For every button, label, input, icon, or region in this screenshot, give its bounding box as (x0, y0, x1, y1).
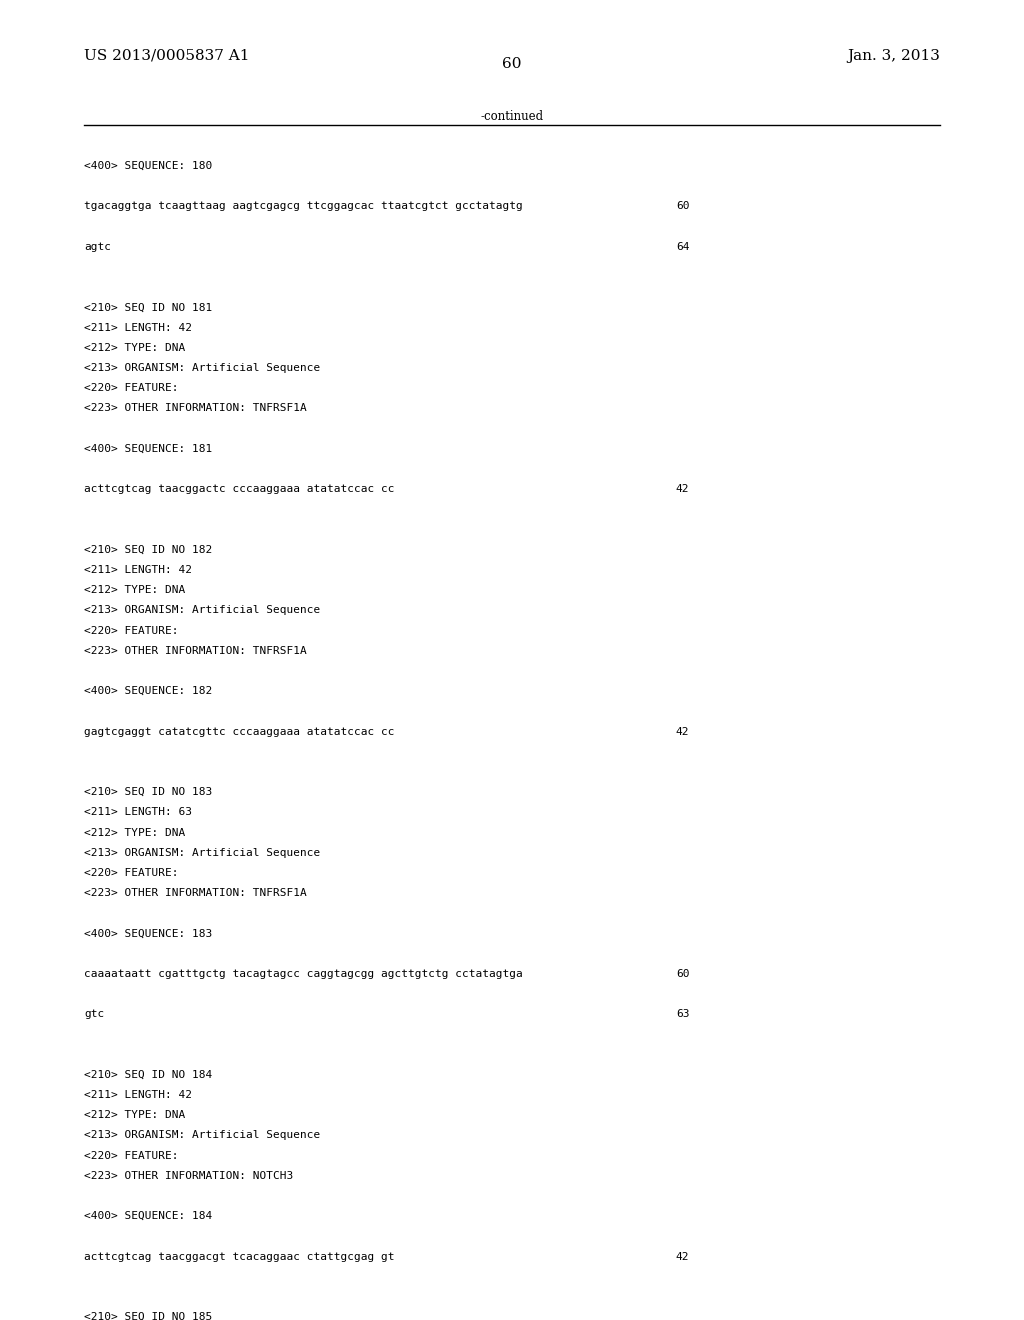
Text: <213> ORGANISM: Artificial Sequence: <213> ORGANISM: Artificial Sequence (84, 1130, 321, 1140)
Text: 42: 42 (676, 726, 689, 737)
Text: agtc: agtc (84, 242, 111, 252)
Text: -continued: -continued (480, 110, 544, 123)
Text: <400> SEQUENCE: 182: <400> SEQUENCE: 182 (84, 686, 212, 696)
Text: <223> OTHER INFORMATION: TNFRSF1A: <223> OTHER INFORMATION: TNFRSF1A (84, 645, 307, 656)
Text: <220> FEATURE:: <220> FEATURE: (84, 869, 178, 878)
Text: <220> FEATURE:: <220> FEATURE: (84, 383, 178, 393)
Text: <400> SEQUENCE: 184: <400> SEQUENCE: 184 (84, 1212, 212, 1221)
Text: 64: 64 (676, 242, 689, 252)
Text: <212> TYPE: DNA: <212> TYPE: DNA (84, 828, 185, 837)
Text: acttcgtcag taacggacgt tcacaggaac ctattgcgag gt: acttcgtcag taacggacgt tcacaggaac ctattgc… (84, 1251, 394, 1262)
Text: <213> ORGANISM: Artificial Sequence: <213> ORGANISM: Artificial Sequence (84, 363, 321, 374)
Text: <210> SEQ ID NO 183: <210> SEQ ID NO 183 (84, 787, 212, 797)
Text: tgacaggtga tcaagttaag aagtcgagcg ttcggagcac ttaatcgtct gcctatagtg: tgacaggtga tcaagttaag aagtcgagcg ttcggag… (84, 202, 522, 211)
Text: acttcgtcag taacggactc cccaaggaaa atatatccac cc: acttcgtcag taacggactc cccaaggaaa atatatc… (84, 484, 394, 494)
Text: 42: 42 (676, 484, 689, 494)
Text: <211> LENGTH: 63: <211> LENGTH: 63 (84, 808, 191, 817)
Text: 63: 63 (676, 1010, 689, 1019)
Text: <210> SEQ ID NO 182: <210> SEQ ID NO 182 (84, 545, 212, 554)
Text: <213> ORGANISM: Artificial Sequence: <213> ORGANISM: Artificial Sequence (84, 847, 321, 858)
Text: gagtcgaggt catatcgttc cccaaggaaa atatatccac cc: gagtcgaggt catatcgttc cccaaggaaa atatatc… (84, 726, 394, 737)
Text: US 2013/0005837 A1: US 2013/0005837 A1 (84, 49, 250, 63)
Text: 60: 60 (676, 202, 689, 211)
Text: 60: 60 (676, 969, 689, 979)
Text: <212> TYPE: DNA: <212> TYPE: DNA (84, 1110, 185, 1121)
Text: <400> SEQUENCE: 180: <400> SEQUENCE: 180 (84, 161, 212, 172)
Text: <220> FEATURE:: <220> FEATURE: (84, 626, 178, 635)
Text: <212> TYPE: DNA: <212> TYPE: DNA (84, 585, 185, 595)
Text: <210> SEQ ID NO 181: <210> SEQ ID NO 181 (84, 302, 212, 313)
Text: <211> LENGTH: 42: <211> LENGTH: 42 (84, 322, 191, 333)
Text: <400> SEQUENCE: 183: <400> SEQUENCE: 183 (84, 928, 212, 939)
Text: <213> ORGANISM: Artificial Sequence: <213> ORGANISM: Artificial Sequence (84, 606, 321, 615)
Text: <210> SEQ ID NO 184: <210> SEQ ID NO 184 (84, 1069, 212, 1080)
Text: <210> SEQ ID NO 185: <210> SEQ ID NO 185 (84, 1312, 212, 1320)
Text: <223> OTHER INFORMATION: TNFRSF1A: <223> OTHER INFORMATION: TNFRSF1A (84, 888, 307, 898)
Text: <212> TYPE: DNA: <212> TYPE: DNA (84, 343, 185, 352)
Text: 60: 60 (502, 57, 522, 71)
Text: <400> SEQUENCE: 181: <400> SEQUENCE: 181 (84, 444, 212, 454)
Text: <223> OTHER INFORMATION: TNFRSF1A: <223> OTHER INFORMATION: TNFRSF1A (84, 404, 307, 413)
Text: <211> LENGTH: 42: <211> LENGTH: 42 (84, 1090, 191, 1100)
Text: 42: 42 (676, 1251, 689, 1262)
Text: <223> OTHER INFORMATION: NOTCH3: <223> OTHER INFORMATION: NOTCH3 (84, 1171, 293, 1181)
Text: Jan. 3, 2013: Jan. 3, 2013 (847, 49, 940, 63)
Text: <211> LENGTH: 42: <211> LENGTH: 42 (84, 565, 191, 576)
Text: <220> FEATURE:: <220> FEATURE: (84, 1151, 178, 1160)
Text: gtc: gtc (84, 1010, 104, 1019)
Text: caaaataatt cgatttgctg tacagtagcc caggtagcgg agcttgtctg cctatagtga: caaaataatt cgatttgctg tacagtagcc caggtag… (84, 969, 522, 979)
